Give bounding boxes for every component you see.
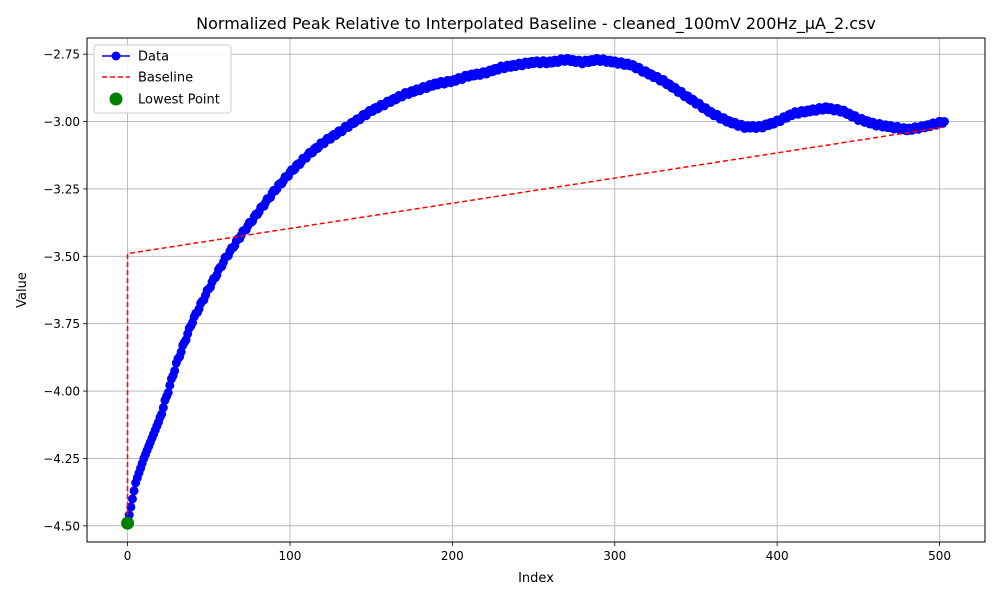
y-axis-label: Value (15, 272, 30, 308)
y-tick-label: −4.50 (43, 519, 80, 533)
data-point (939, 117, 949, 127)
y-tick-label: −2.75 (43, 48, 80, 62)
x-axis-label: Index (518, 571, 554, 586)
data-point (163, 388, 173, 398)
data-series-markers (123, 53, 949, 528)
baseline-series-line (126, 126, 945, 524)
plot-frame (86, 37, 986, 543)
y-tick-label: −4.25 (43, 452, 80, 466)
y-tick-label: −4.00 (43, 385, 80, 399)
legend: Data Baseline Lowest Point (93, 44, 232, 114)
x-tick-label: 200 (441, 549, 464, 563)
data-point (129, 486, 139, 496)
grid (87, 38, 985, 542)
data-point (126, 502, 136, 512)
lowest-point-marker (121, 516, 135, 530)
y-tick-label: −3.50 (43, 250, 80, 264)
axes: 0 100 200 300 400 500 −4.50 −4.25 −4.00 −3.75 −3.5… (43, 48, 951, 563)
x-tick-label: 500 (928, 549, 951, 563)
x-tick-label: 400 (766, 549, 789, 563)
y-tick-label: −3.00 (43, 115, 80, 129)
legend-baseline-label: Baseline (138, 71, 193, 86)
data-point (170, 366, 180, 376)
chart-title: Normalized Peak Relative to Interpolated… (196, 14, 876, 34)
legend-box (93, 44, 232, 114)
legend-lowest-point-marker (109, 92, 123, 106)
series-layer (121, 53, 949, 530)
x-tick-label: 0 (124, 549, 132, 563)
y-tick-label: −3.75 (43, 317, 80, 331)
legend-lowest-point-label: Lowest Point (138, 93, 220, 108)
data-point (127, 494, 137, 504)
legend-data-marker (111, 51, 121, 61)
legend-data-label: Data (138, 50, 169, 65)
x-tick-label: 300 (603, 549, 626, 563)
data-point (158, 403, 168, 413)
y-tick-label: −3.25 (43, 182, 80, 196)
x-tick-label: 100 (279, 549, 302, 563)
